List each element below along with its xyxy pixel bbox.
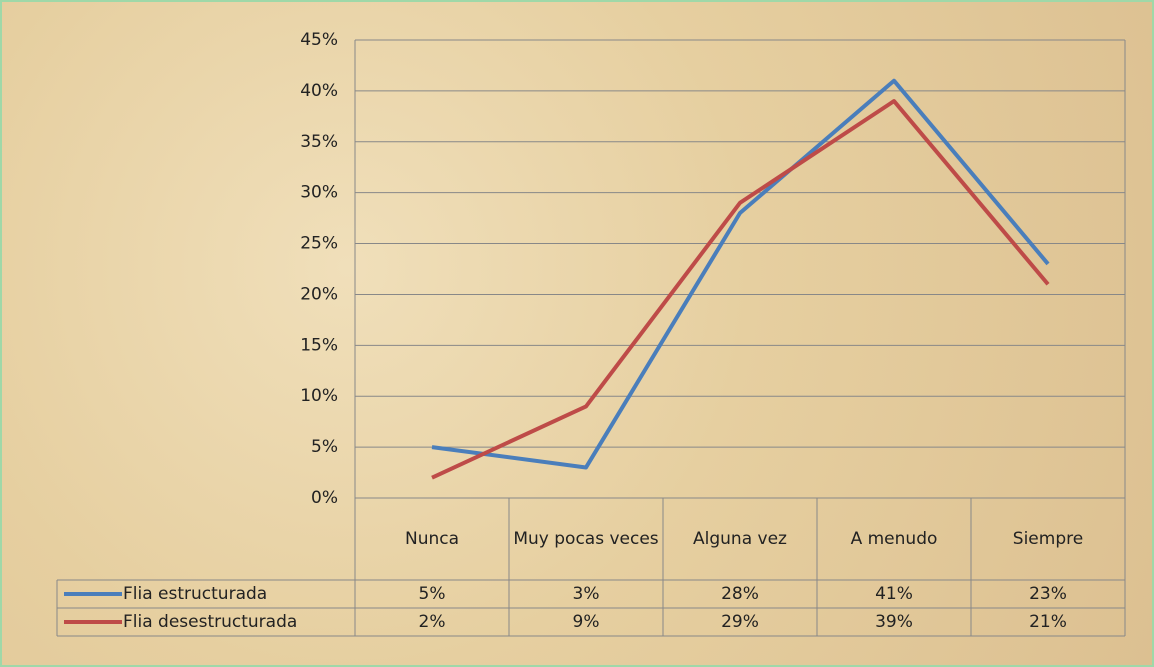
y-tick-label: 20% — [300, 284, 338, 304]
value-label: 28% — [721, 584, 759, 604]
value-label: 9% — [573, 612, 600, 632]
y-tick-label: 40% — [300, 81, 338, 101]
x-tick-label: Siempre — [1012, 529, 1084, 549]
y-tick-label: 10% — [300, 386, 338, 406]
category-cell: Siempre — [1012, 529, 1084, 549]
x-tick-label: Nunca — [404, 529, 460, 549]
category-cell: Muy pocas veces — [513, 529, 659, 549]
category-cell: A menudo — [850, 529, 938, 549]
x-tick-label: Alguna vez — [693, 529, 787, 549]
y-tick-label: 5% — [311, 437, 338, 457]
series-line — [431, 99, 1050, 480]
category-cell: Nunca — [404, 529, 460, 549]
legend-label: Flia desestructurada — [123, 612, 297, 632]
value-label: 29% — [721, 612, 759, 632]
y-tick-label: 30% — [300, 183, 338, 203]
y-tick-label: 35% — [300, 132, 338, 152]
value-label: 21% — [1029, 612, 1067, 632]
legend-label: Flia estructurada — [123, 584, 267, 604]
x-tick-label: A menudo — [850, 529, 938, 549]
y-tick-label: 25% — [300, 234, 338, 254]
value-label: 3% — [573, 584, 600, 604]
y-tick-label: 15% — [300, 335, 338, 355]
value-label: 41% — [875, 584, 913, 604]
series-line — [431, 78, 1050, 470]
value-label: 5% — [419, 584, 446, 604]
y-tick-label: 45% — [300, 30, 338, 50]
x-tick-label: Muy pocas veces — [513, 529, 659, 549]
category-cell: Alguna vez — [693, 529, 787, 549]
y-tick-label: 0% — [311, 488, 338, 508]
value-label: 23% — [1029, 584, 1067, 604]
value-label: 2% — [419, 612, 446, 632]
value-label: 39% — [875, 612, 913, 632]
